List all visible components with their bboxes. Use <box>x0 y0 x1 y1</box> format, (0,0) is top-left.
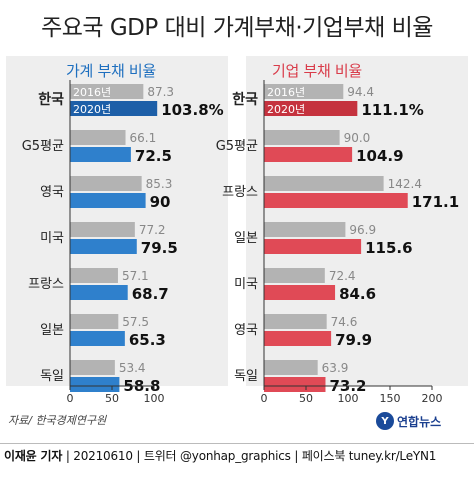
household-value-2016-5: 57.5 <box>122 315 149 329</box>
credit-date: 20210610 <box>73 449 133 463</box>
household-bar-2020-3 <box>70 239 137 254</box>
credit-twitter: 트위터 @yonhap_graphics <box>143 449 291 463</box>
household-value-2016-2: 85.3 <box>146 177 173 191</box>
corporate-value-2020-5: 79.9 <box>335 331 372 349</box>
corporate-category-label-2: 프랑스 <box>222 185 258 200</box>
corporate-legend-2016: 2016년 <box>267 86 305 99</box>
credit-facebook: 페이스북 tuney.kr/LeYN1 <box>301 449 437 463</box>
chart-title: 주요국 GDP 대비 가계부채·기업부채 비율 <box>41 15 433 41</box>
corporate-value-2016-1: 90.0 <box>344 131 371 145</box>
corporate-tick-label-4: 200 <box>422 392 443 405</box>
household-bar-2020-1 <box>70 147 131 162</box>
household-value-2020-1: 72.5 <box>135 147 172 165</box>
household-value-2016-4: 57.1 <box>122 269 149 283</box>
household-category-label-6: 독일 <box>40 369 64 384</box>
corporate-bar-2020-0 <box>264 101 358 116</box>
corporate-tick-label-0: 0 <box>261 392 268 405</box>
household-value-2020-0: 103.8% <box>161 101 223 119</box>
corporate-bar-2020-1 <box>264 147 353 162</box>
bar-charts: 한국 87.3 103.8% 2016년 2020년 G5평균 66.1 72.5 영국 85.3… <box>22 80 459 405</box>
corporate-bar-2020-5 <box>264 331 332 346</box>
household-value-2020-2: 90 <box>150 193 171 211</box>
household-bar-2016-6 <box>70 360 115 375</box>
corporate-bar-2020-4 <box>264 285 336 300</box>
household-tick-label-1: 50 <box>105 392 119 405</box>
source-note: 자료/ 한국경제연구원 <box>8 414 107 427</box>
corporate-bar-2016-3 <box>264 222 346 237</box>
household-value-2020-3: 79.5 <box>141 239 178 257</box>
corporate-value-2020-1: 104.9 <box>356 147 403 165</box>
household-category-label-2: 영국 <box>40 185 64 200</box>
corporate-category-label-6: 독일 <box>234 369 258 384</box>
corporate-panel-title: 기업 부채 비율 <box>272 62 362 80</box>
corporate-value-2016-4: 72.4 <box>329 269 356 283</box>
household-tick-label-0: 0 <box>67 392 74 405</box>
household-value-2016-6: 53.4 <box>119 361 146 375</box>
household-category-label-3: 미국 <box>40 231 64 246</box>
corporate-bar-2016-0 <box>264 84 344 99</box>
household-legend-2016: 2016년 <box>73 86 111 99</box>
household-value-2016-3: 77.2 <box>139 223 166 237</box>
corporate-bar-2016-2 <box>264 176 384 191</box>
household-value-2020-4: 68.7 <box>132 285 169 303</box>
corporate-category-label-3: 일본 <box>234 231 258 246</box>
household-category-label-1: G5평균 <box>22 139 64 154</box>
corporate-tick-label-3: 150 <box>380 392 401 405</box>
corporate-category-label-5: 영국 <box>234 323 258 338</box>
yonhap-logo-text: 연합뉴스 <box>397 414 442 429</box>
household-panel-title: 가계 부채 비율 <box>66 62 156 80</box>
household-bar-2016-4 <box>70 268 118 283</box>
household-bar-2020-5 <box>70 331 125 346</box>
corporate-bar-2020-6 <box>264 377 326 392</box>
corporate-value-2020-4: 84.6 <box>339 285 376 303</box>
household-category-label-5: 일본 <box>40 323 64 338</box>
household-bar-2020-4 <box>70 285 128 300</box>
household-bar-2016-5 <box>70 314 119 329</box>
household-bar-2020-2 <box>70 193 146 208</box>
corporate-category-label-4: 미국 <box>234 277 258 292</box>
yonhap-logo: Y 연합뉴스 <box>376 412 441 430</box>
corporate-bar-2016-4 <box>264 268 325 283</box>
household-category-label-0: 한국 <box>38 92 64 108</box>
corporate-bar-2016-5 <box>264 314 327 329</box>
household-bar-2016-0 <box>70 84 144 99</box>
household-bar-2020-0 <box>70 101 158 116</box>
corporate-bar-2020-3 <box>264 239 362 254</box>
corporate-value-2016-0: 94.4 <box>347 85 374 99</box>
household-legend-2020: 2020년 <box>73 103 111 116</box>
corporate-bar-2016-6 <box>264 360 318 375</box>
credit-footer: 이재윤 기자 | 20210610 | 트위터 @yonhap_graphics… <box>4 449 437 463</box>
corporate-value-2016-6: 63.9 <box>322 361 349 375</box>
corporate-category-label-1: G5평균 <box>216 139 258 154</box>
credit-author: 이재윤 기자 <box>4 449 63 463</box>
corporate-legend-2020: 2020년 <box>267 103 305 116</box>
household-bar-2016-1 <box>70 130 126 145</box>
household-value-2020-5: 65.3 <box>129 331 166 349</box>
corporate-category-label-0: 한국 <box>232 92 258 108</box>
household-bar-2016-3 <box>70 222 135 237</box>
corporate-value-2016-5: 74.6 <box>331 315 358 329</box>
household-bar-2016-2 <box>70 176 142 191</box>
household-bar-2020-6 <box>70 377 120 392</box>
corporate-value-2020-0: 111.1% <box>361 101 423 119</box>
corporate-value-2020-2: 171.1 <box>412 193 459 211</box>
corporate-tick-label-2: 100 <box>338 392 359 405</box>
yonhap-logo-icon: Y <box>376 412 394 430</box>
household-value-2016-1: 66.1 <box>130 131 157 145</box>
corporate-value-2016-3: 96.9 <box>349 223 376 237</box>
household-category-label-4: 프랑스 <box>28 277 64 292</box>
footer-divider <box>0 443 474 444</box>
household-tick-label-2: 100 <box>144 392 165 405</box>
household-value-2016-0: 87.3 <box>147 85 174 99</box>
corporate-value-2016-2: 142.4 <box>388 177 422 191</box>
corporate-bar-2020-2 <box>264 193 408 208</box>
corporate-bar-2016-1 <box>264 130 340 145</box>
corporate-value-2020-3: 115.6 <box>365 239 412 257</box>
corporate-tick-label-1: 50 <box>299 392 313 405</box>
